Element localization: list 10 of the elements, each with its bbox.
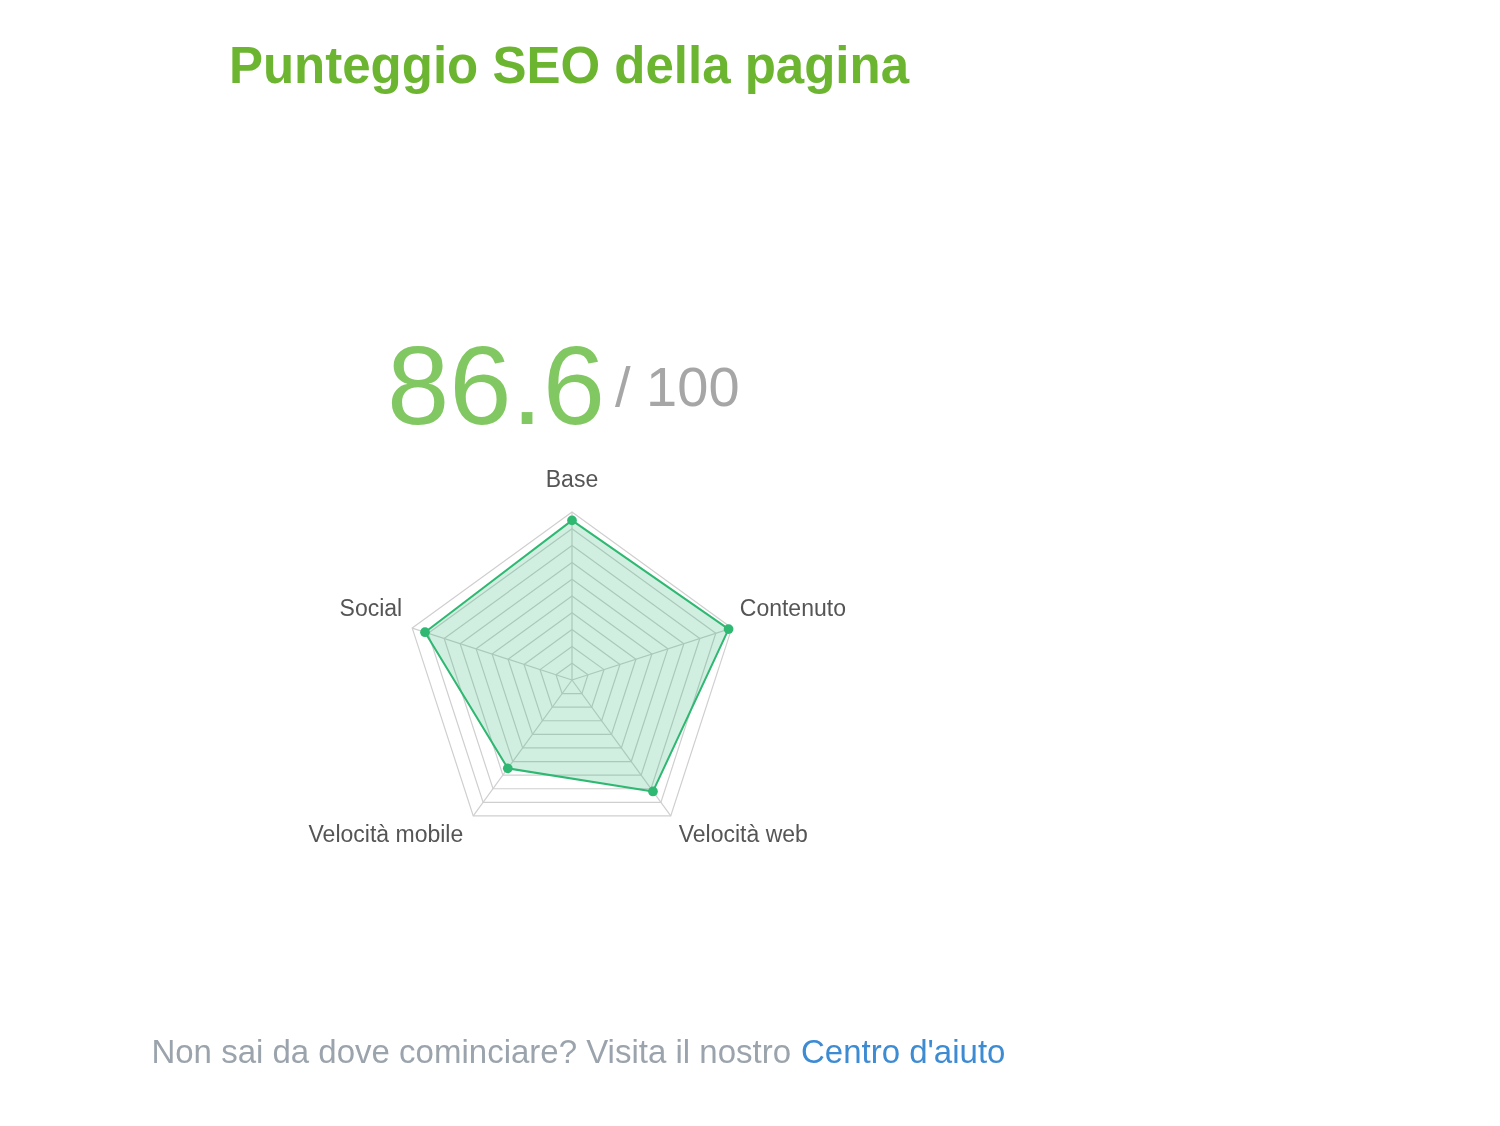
- spoke-label: Velocità mobile: [308, 820, 464, 847]
- text: Centro d'aiuto: [801, 1033, 1006, 1070]
- spoke-label: Contenuto: [739, 595, 846, 622]
- chart-title: Punteggio SEO della pagina: [228, 37, 910, 94]
- spoke-label: Social: [339, 595, 403, 622]
- spoke-label: Base: [545, 466, 599, 492]
- text: 86.6: [387, 323, 605, 448]
- spoke-label: Velocità web: [678, 820, 808, 847]
- text: Non sai da dove cominciare? Visita il nostro: [151, 1033, 791, 1070]
- text: / 100: [615, 355, 740, 418]
